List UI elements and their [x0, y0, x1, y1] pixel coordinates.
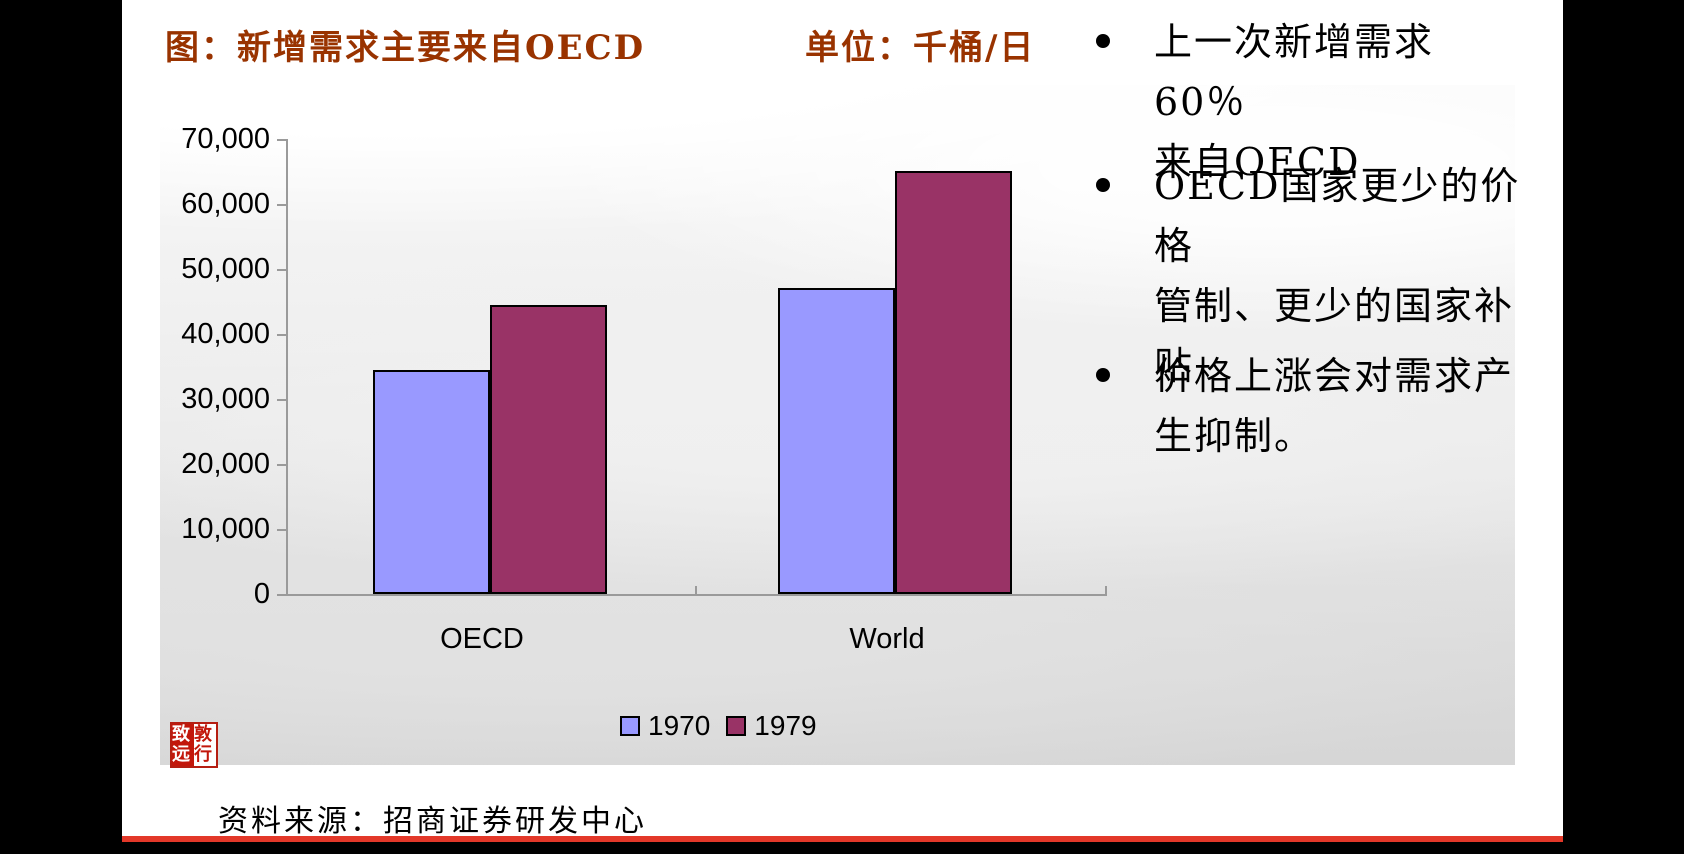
bullet-item: 上一次新增需求60％ 来自OECD: [1096, 12, 1526, 192]
y-axis-tick: [277, 334, 286, 336]
left-letterbox: [0, 0, 122, 854]
bar-1979-OECD: [490, 305, 607, 594]
y-axis-tick: [277, 269, 286, 271]
bullet-text: 价格上涨会对需求产 生抑制。: [1154, 354, 1515, 458]
right-letterbox: [1563, 0, 1684, 854]
y-axis-tick: [277, 399, 286, 401]
legend-label: 1979: [754, 710, 817, 741]
y-axis-line: [286, 139, 288, 594]
x-axis-tick: [695, 586, 697, 594]
legend-swatch-icon: [726, 716, 747, 736]
legend-label: 1970: [648, 710, 711, 741]
y-axis-tick-label: 60,000: [181, 188, 270, 220]
y-axis-tick: [277, 139, 286, 141]
bullet-dot-icon: [1096, 368, 1110, 382]
bar-1979-World: [895, 171, 1012, 594]
y-axis-tick-label: 70,000: [181, 123, 270, 155]
x-axis-tick: [1105, 586, 1107, 594]
y-axis-tick-label: 50,000: [181, 253, 270, 285]
legend-item-1979: 1979: [726, 710, 817, 742]
bullet-item: 价格上涨会对需求产 生抑制。: [1096, 346, 1526, 466]
bar-1970-World: [778, 288, 895, 594]
source-note: 资料来源：招商证券研发中心: [218, 804, 647, 839]
seal-right-characters: 敦行: [194, 724, 216, 766]
y-axis-tick: [277, 464, 286, 466]
y-axis-tick-label: 20,000: [181, 448, 270, 480]
y-axis-tick: [277, 594, 286, 596]
bullet-dot-icon: [1096, 34, 1110, 48]
unit-label: 单位：千桶/日: [805, 28, 1036, 68]
y-axis-tick-label: 30,000: [181, 383, 270, 415]
slide-canvas: 图：新增需求主要来自OECD 单位：千桶/日 0 10,000 20,000 30,0…: [122, 0, 1563, 842]
legend-swatch-icon: [620, 716, 640, 736]
bar-1970-OECD: [373, 370, 490, 594]
category-label-oecd: OECD: [440, 623, 524, 655]
y-axis-tick-label: 40,000: [181, 318, 270, 350]
bullet-text: OECD国家更少的价格 管制、更少的国家补 贴: [1154, 164, 1521, 388]
category-label-world: World: [849, 623, 925, 655]
y-axis-tick: [277, 204, 286, 206]
y-axis-tick-label: 0: [253, 578, 270, 610]
chart-title: 图：新增需求主要来自OECD: [165, 28, 646, 68]
x-axis-line: [286, 594, 1107, 596]
chart-legend: 1970 1979: [620, 710, 817, 742]
company-seal: 致远 敦行: [170, 722, 218, 768]
bullet-item: OECD国家更少的价格 管制、更少的国家补 贴: [1096, 156, 1526, 396]
bottom-accent-line: [122, 836, 1563, 842]
y-axis-tick-label: 10,000: [181, 513, 270, 545]
y-axis-tick: [277, 529, 286, 531]
legend-item-1970: 1970: [620, 710, 710, 742]
seal-left-characters: 致远: [172, 724, 194, 766]
bullet-dot-icon: [1096, 178, 1110, 192]
bullet-text: 上一次新增需求60％ 来自OECD: [1154, 20, 1435, 184]
